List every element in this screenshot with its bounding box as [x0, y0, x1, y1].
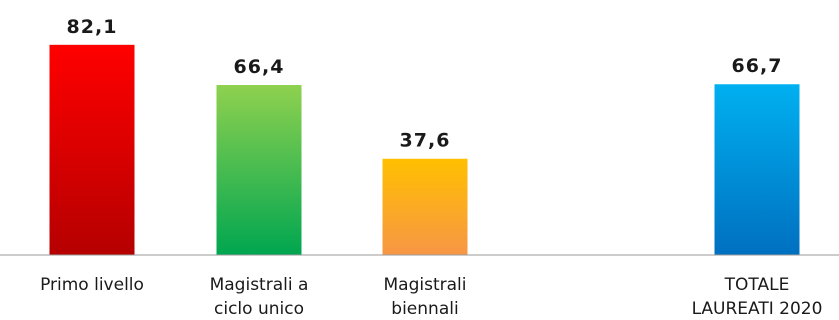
category-label-1-line-1: ciclo unico [214, 299, 304, 319]
category-labels-group: Primo livello Magistrali a ciclo unico Magi… [40, 275, 822, 319]
value-label-3: 66,7 [732, 55, 783, 77]
value-label-0: 82,1 [67, 16, 118, 38]
value-labels-group: 82,1 66,4 37,6 66,7 [67, 16, 783, 152]
bar-0 [49, 44, 135, 255]
value-label-2: 37,6 [400, 130, 451, 152]
bar-3 [714, 84, 800, 255]
category-label-2-line-0: Magistrali [384, 275, 467, 295]
category-label-1-line-0: Magistrali a [210, 275, 309, 295]
value-label-1: 66,4 [234, 56, 285, 78]
bar-1 [216, 85, 302, 256]
category-label-0-line-0: Primo livello [40, 275, 144, 295]
category-label-3-line-1: LAUREATI 2020 [692, 299, 823, 319]
category-label-3-line-0: TOTALE [724, 275, 790, 295]
bars-group [49, 44, 800, 256]
category-label-2-line-1: biennali [391, 299, 458, 319]
bar-2 [382, 158, 468, 255]
